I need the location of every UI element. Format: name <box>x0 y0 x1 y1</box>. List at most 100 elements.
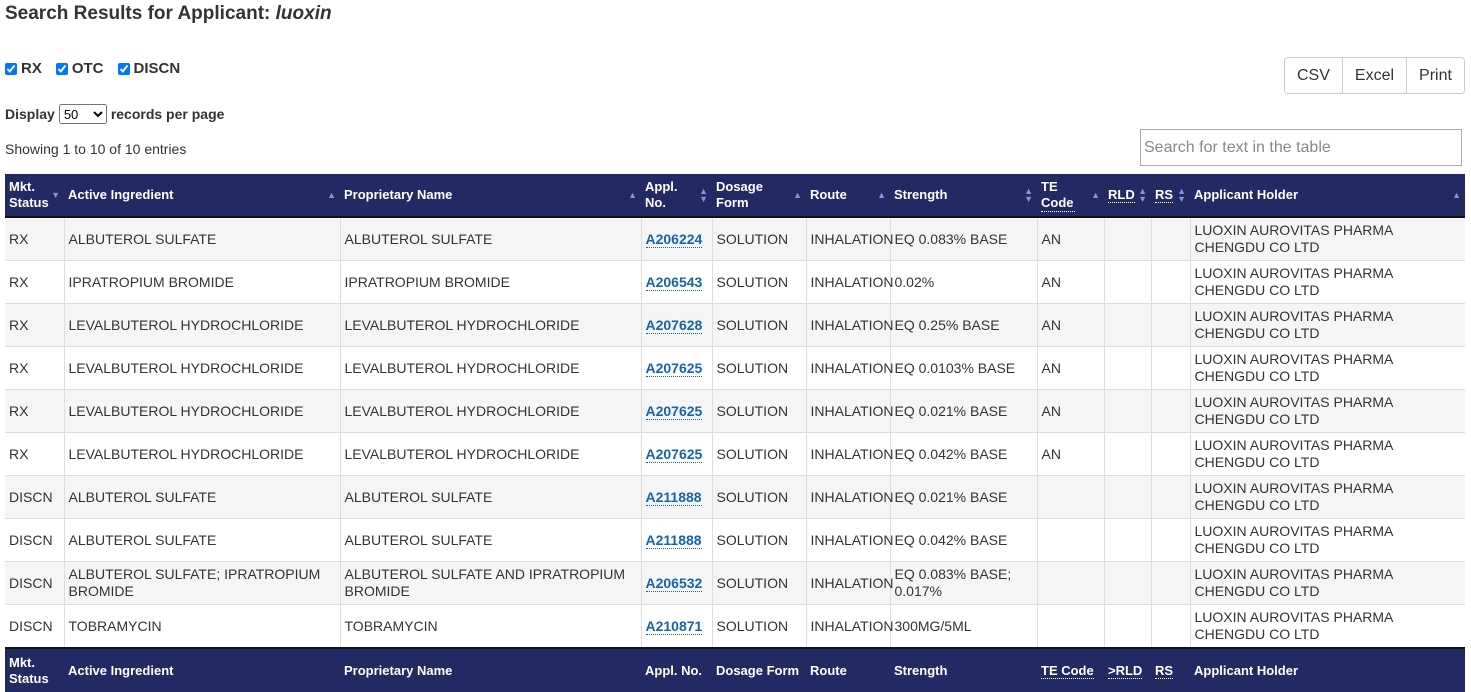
cell-rld <box>1104 561 1152 605</box>
rx-checkbox[interactable] <box>5 62 17 75</box>
cell-route: INHALATION <box>806 260 893 304</box>
cell-mkt-status: DISCN <box>5 518 65 562</box>
col-rld[interactable]: RLD ▲ ▼ <box>1104 174 1151 218</box>
cell-rld <box>1104 303 1152 347</box>
cell-rld <box>1104 518 1152 562</box>
cell-mkt-status: DISCN <box>5 561 65 605</box>
footer-row: Mkt. Status Active Ingredient Proprietar… <box>5 647 1465 692</box>
cell-appl-no: A211888 <box>641 475 713 519</box>
cell-route: INHALATION <box>806 518 893 562</box>
appl-no-link[interactable]: A206543 <box>645 273 703 291</box>
cell-active-ingredient: ALBUTEROL SULFATE <box>64 217 341 261</box>
cell-proprietary-name: ALBUTEROL SULFATE AND IPRATROPIUM BROMID… <box>340 561 642 605</box>
excel-button[interactable]: Excel <box>1341 58 1407 93</box>
cell-proprietary-name: LEVALBUTEROL HYDROCHLORIDE <box>340 389 642 433</box>
cell-te-code <box>1037 561 1105 605</box>
col-active-ingredient[interactable]: Active Ingredient ▲ <box>64 174 340 218</box>
cell-te-code: AN <box>1037 217 1105 261</box>
cell-te-code: AN <box>1037 389 1105 433</box>
filter-otc[interactable]: OTC <box>55 60 104 77</box>
cell-applicant-holder: LUOXIN AUROVITAS PHARMA CHENGDU CO LTD <box>1190 303 1465 347</box>
appl-no-link[interactable]: A210871 <box>645 617 703 635</box>
cell-proprietary-name: LEVALBUTEROL HYDROCHLORIDE <box>340 346 642 390</box>
records-per-page-select[interactable]: 50 <box>58 104 107 124</box>
foot-rld[interactable]: >RLD <box>1104 647 1151 692</box>
sort-asc-icon: ▲ <box>628 190 637 200</box>
table-row: RX IPRATROPIUM BROMIDE IPRATROPIUM BROMIDE… <box>5 260 1465 304</box>
col-appl-no[interactable]: Appl. No. ▲ ▼ <box>641 174 712 218</box>
cell-appl-no: A207625 <box>641 432 713 476</box>
cell-applicant-holder: LUOXIN AUROVITAS PHARMA CHENGDU CO LTD <box>1190 260 1465 304</box>
col-strength[interactable]: Strength ▲ ▼ <box>890 174 1037 218</box>
sort-asc-icon: ▲ <box>793 190 802 200</box>
col-mkt-status[interactable]: Mkt. Status ▼ <box>5 174 64 218</box>
table-row: RX LEVALBUTEROL HYDROCHLORIDE LEVALBUTEROL… <box>5 303 1465 347</box>
cell-route: INHALATION <box>806 217 893 261</box>
cell-appl-no: A210871 <box>641 604 713 649</box>
appl-no-link[interactable]: A207625 <box>645 359 703 377</box>
filter-rx[interactable]: RX <box>5 60 42 77</box>
otc-checkbox[interactable] <box>55 62 68 75</box>
csv-button[interactable]: CSV <box>1285 58 1342 93</box>
foot-strength: Strength <box>890 647 1037 692</box>
cell-mkt-status: DISCN <box>5 604 65 649</box>
foot-appl-no: Appl. No. <box>641 647 712 692</box>
cell-proprietary-name: ALBUTEROL SULFATE <box>340 217 642 261</box>
foot-te-code[interactable]: TE Code <box>1037 647 1104 692</box>
col-rs[interactable]: RS ▲ ▼ <box>1151 174 1190 218</box>
col-dosage-form[interactable]: Dosage Form ▲ <box>712 174 806 218</box>
sort-asc-icon: ▲ <box>1091 190 1100 200</box>
cell-strength: 0.02% <box>890 260 1038 304</box>
table-row: DISCN ALBUTEROL SULFATE; IPRATROPIUM BROM… <box>5 561 1465 605</box>
filter-discn[interactable]: DISCN <box>117 60 180 77</box>
foot-applicant-holder: Applicant Holder <box>1190 647 1465 692</box>
cell-rld <box>1104 346 1152 390</box>
appl-no-link[interactable]: A207625 <box>645 445 703 463</box>
cell-dosage-form: SOLUTION <box>712 260 807 304</box>
cell-mkt-status: DISCN <box>5 475 65 519</box>
appl-no-link[interactable]: A211888 <box>645 488 702 506</box>
cell-rs <box>1151 260 1191 304</box>
appl-no-link[interactable]: A211888 <box>645 531 702 549</box>
cell-te-code <box>1037 604 1105 649</box>
cell-route: INHALATION <box>806 432 893 476</box>
cell-dosage-form: SOLUTION <box>712 518 807 562</box>
cell-proprietary-name: ALBUTEROL SULFATE <box>340 475 642 519</box>
cell-active-ingredient: ALBUTEROL SULFATE <box>64 475 341 519</box>
cell-appl-no: A211888 <box>641 518 713 562</box>
cell-rs <box>1151 432 1191 476</box>
cell-rs <box>1151 389 1191 433</box>
col-te-code[interactable]: TE Code ▲ <box>1037 174 1104 218</box>
col-route[interactable]: Route ▲ <box>806 174 890 218</box>
cell-dosage-form: SOLUTION <box>712 217 807 261</box>
export-buttons: CSV Excel Print <box>1284 57 1465 94</box>
col-proprietary-name[interactable]: Proprietary Name ▲ <box>340 174 641 218</box>
cell-rld <box>1104 475 1152 519</box>
cell-te-code <box>1037 475 1105 519</box>
foot-rs[interactable]: RS <box>1151 647 1190 692</box>
appl-no-link[interactable]: A207628 <box>645 316 703 334</box>
discn-checkbox[interactable] <box>117 62 130 75</box>
results-table: Mkt. Status ▼ Active Ingredient ▲ Propriet… <box>5 174 1465 692</box>
table-row: DISCN TOBRAMYCIN TOBRAMYCIN A210871 SOLUTION… <box>5 604 1465 649</box>
col-applicant-holder[interactable]: Applicant Holder ▲ <box>1190 174 1465 218</box>
cell-te-code: AN <box>1037 346 1105 390</box>
cell-mkt-status: RX <box>5 303 65 347</box>
sort-both-icon: ▲ ▼ <box>1177 186 1186 204</box>
appl-no-link[interactable]: A206224 <box>645 230 703 248</box>
table-search-input[interactable] <box>1140 129 1462 166</box>
cell-active-ingredient: LEVALBUTEROL HYDROCHLORIDE <box>64 346 341 390</box>
cell-rld <box>1104 604 1152 649</box>
cell-strength: EQ 0.042% BASE <box>890 432 1038 476</box>
cell-appl-no: A207625 <box>641 346 713 390</box>
cell-proprietary-name: TOBRAMYCIN <box>340 604 642 649</box>
print-button[interactable]: Print <box>1406 58 1464 93</box>
appl-no-link[interactable]: A207625 <box>645 402 703 420</box>
cell-dosage-form: SOLUTION <box>712 346 807 390</box>
cell-strength: EQ 0.25% BASE <box>890 303 1038 347</box>
table-row: DISCN ALBUTEROL SULFATE ALBUTEROL SULFATE A… <box>5 518 1465 562</box>
cell-strength: EQ 0.083% BASE <box>890 217 1038 261</box>
appl-no-link[interactable]: A206532 <box>645 574 703 592</box>
cell-rld <box>1104 260 1152 304</box>
table-row: RX LEVALBUTEROL HYDROCHLORIDE LEVALBUTEROL… <box>5 346 1465 390</box>
